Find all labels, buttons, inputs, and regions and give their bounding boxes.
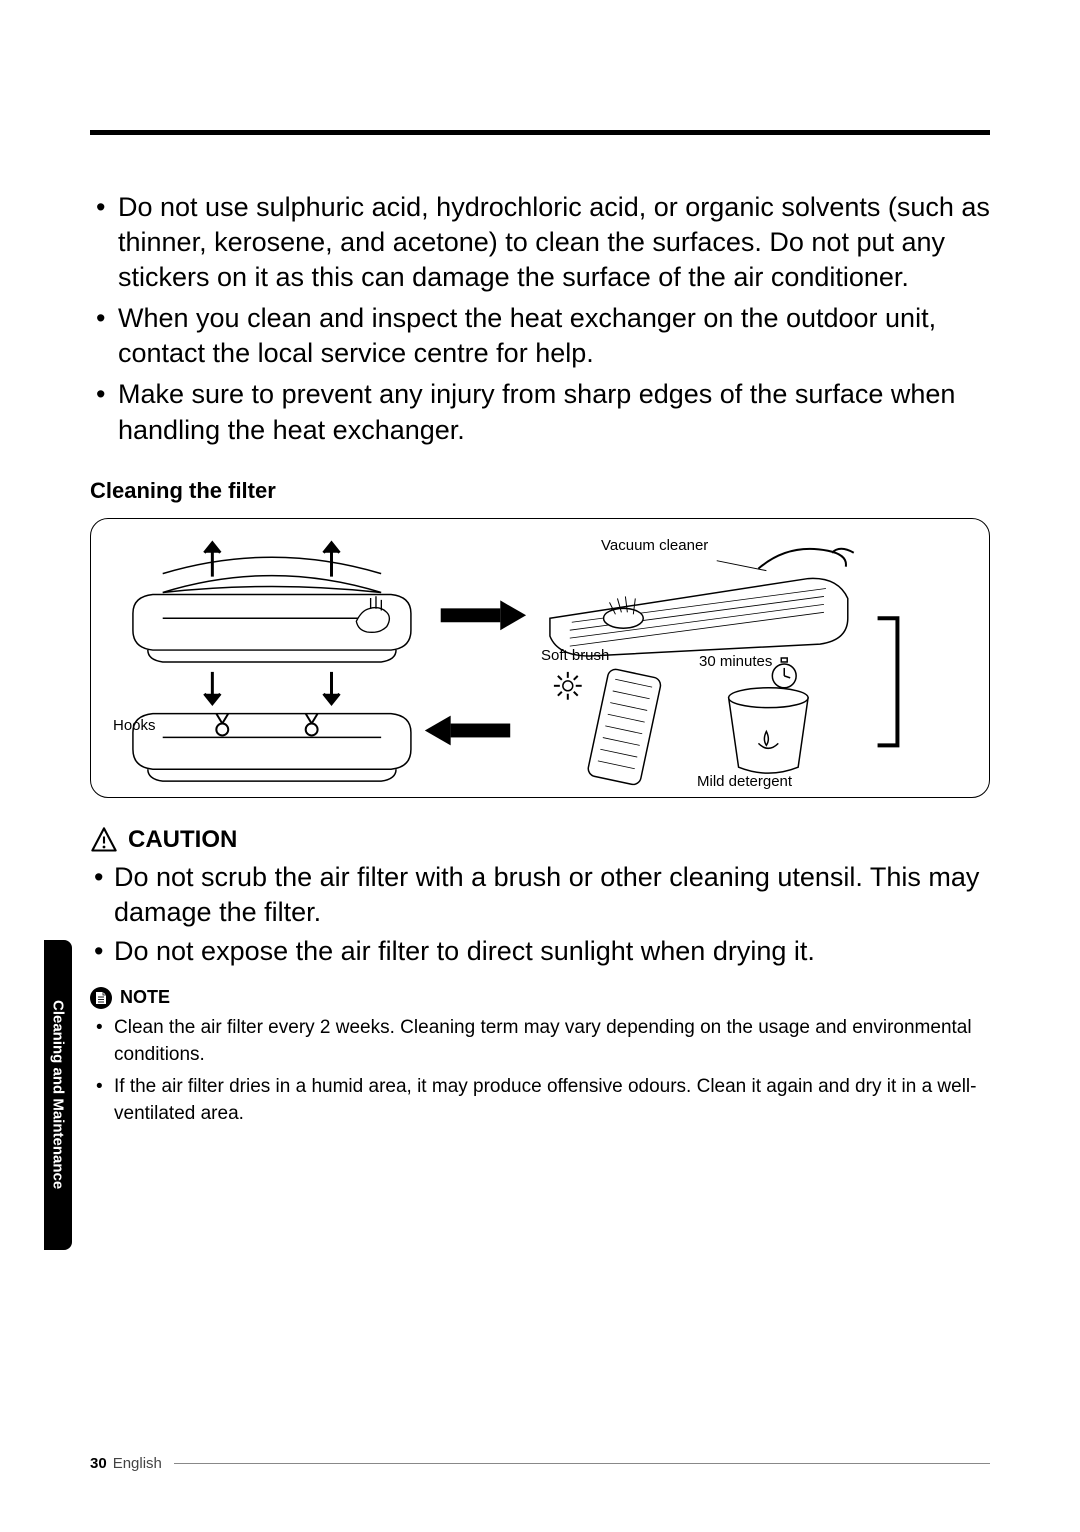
- figure-label-soft-brush: Soft brush: [541, 647, 609, 664]
- filter-cleaning-illustration: [91, 519, 989, 797]
- section-side-tab: Cleaning and Maintenance: [44, 940, 72, 1250]
- caution-header: CAUTION: [90, 826, 990, 854]
- caution-block: CAUTION Do not scrub the air filter with…: [90, 826, 990, 969]
- caution-label: CAUTION: [128, 826, 237, 854]
- filter-cleaning-figure: Hooks Vacuum cleaner Soft brush 30 minut…: [90, 518, 990, 798]
- top-rule: [90, 130, 990, 135]
- subheading: Cleaning the filter: [90, 478, 990, 504]
- page-footer: 30 English: [90, 1455, 990, 1472]
- caution-bullet: Do not expose the air filter to direct s…: [90, 934, 990, 969]
- figure-label-hooks: Hooks: [113, 717, 156, 734]
- body-bullet-list: Do not use sulphuric acid, hydrochloric …: [90, 190, 990, 448]
- body-bullet: When you clean and inspect the heat exch…: [90, 301, 990, 371]
- note-bullet: If the air filter dries in a humid area,…: [90, 1074, 990, 1127]
- page-number: 30: [90, 1455, 107, 1472]
- note-header: NOTE: [90, 987, 990, 1009]
- page-language: English: [113, 1455, 162, 1472]
- footer-rule: [174, 1463, 990, 1464]
- section-side-tab-label: Cleaning and Maintenance: [50, 1000, 67, 1189]
- caution-bullet: Do not scrub the air filter with a brush…: [90, 860, 990, 930]
- body-bullet: Make sure to prevent any injury from sha…: [90, 377, 990, 447]
- warning-triangle-icon: [90, 826, 118, 854]
- note-list: Clean the air filter every 2 weeks. Clea…: [90, 1015, 990, 1127]
- body-bullet: Do not use sulphuric acid, hydrochloric …: [90, 190, 990, 295]
- manual-page: Do not use sulphuric acid, hydrochloric …: [0, 0, 1080, 1532]
- figure-label-30min: 30 minutes: [699, 653, 772, 670]
- figure-label-detergent: Mild detergent: [697, 773, 792, 790]
- note-document-icon: [90, 987, 112, 1009]
- figure-label-vacuum: Vacuum cleaner: [601, 537, 708, 554]
- caution-list: Do not scrub the air filter with a brush…: [90, 860, 990, 969]
- note-label: NOTE: [120, 987, 170, 1008]
- note-block: NOTE Clean the air filter every 2 weeks.…: [90, 987, 990, 1127]
- note-bullet: Clean the air filter every 2 weeks. Clea…: [90, 1015, 990, 1068]
- page-content: Do not use sulphuric acid, hydrochloric …: [90, 190, 990, 1133]
